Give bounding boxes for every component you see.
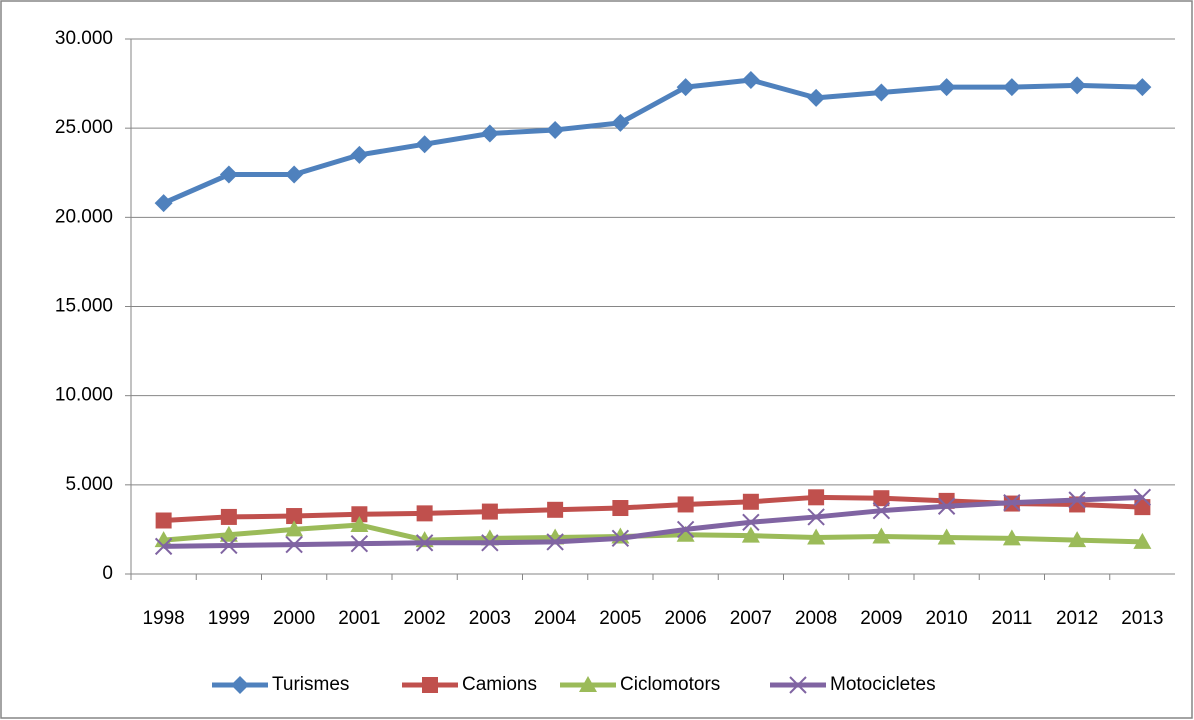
- marker: [579, 676, 597, 692]
- legend-label: Motocicletes: [830, 674, 936, 695]
- marker: [789, 676, 807, 694]
- x-tick-label: 1998: [142, 608, 184, 629]
- x-tick-label: 2000: [273, 608, 315, 629]
- marker: [937, 497, 956, 515]
- marker: [611, 529, 630, 548]
- x-tick-label: 2013: [1121, 608, 1163, 629]
- marker: [937, 78, 956, 97]
- marker: [546, 120, 565, 139]
- series-line: [163, 494, 1143, 549]
- series-line: [162, 77, 1143, 206]
- marker: [220, 508, 237, 525]
- marker: [350, 145, 369, 164]
- marker: [416, 505, 433, 522]
- marker: [546, 533, 564, 551]
- marker: [350, 534, 369, 553]
- marker: [1134, 499, 1151, 516]
- x-tick-label: 2004: [534, 608, 577, 629]
- marker: [742, 493, 759, 510]
- marker: [422, 677, 438, 693]
- marker: [285, 520, 304, 537]
- marker: [481, 503, 498, 520]
- marker: [873, 490, 890, 507]
- marker: [547, 501, 564, 518]
- marker: [872, 501, 891, 520]
- x-tick-label: 1999: [208, 608, 250, 629]
- marker: [219, 525, 238, 542]
- marker: [1003, 493, 1021, 512]
- marker: [415, 135, 434, 154]
- x-tick-label: 2003: [469, 608, 511, 629]
- legend-label: Ciclomotors: [620, 674, 720, 695]
- marker: [231, 676, 249, 694]
- marker: [285, 165, 304, 184]
- marker: [480, 124, 499, 143]
- x-tick-label: 2011: [991, 608, 1032, 629]
- marker: [937, 528, 956, 545]
- x-tick-label: 2001: [338, 608, 380, 629]
- marker: [350, 515, 369, 532]
- marker: [286, 508, 303, 525]
- x-tick-label: 2006: [664, 608, 706, 629]
- x-tick-label: 2007: [730, 608, 772, 629]
- marker: [1133, 488, 1152, 507]
- x-tick-label: 2008: [795, 608, 837, 629]
- legend-label: Camions: [462, 674, 537, 695]
- marker: [1068, 491, 1086, 509]
- x-tick-label: 2005: [599, 608, 641, 629]
- marker: [351, 506, 368, 523]
- marker: [415, 534, 434, 552]
- x-tick-label: 2009: [860, 608, 902, 629]
- marker: [220, 536, 238, 555]
- marker: [1002, 78, 1021, 97]
- marker: [742, 513, 760, 531]
- y-tick-label: 15.000: [55, 296, 113, 317]
- y-tick-label: 20.000: [55, 206, 113, 227]
- y-tick-label: 30.000: [55, 28, 113, 49]
- x-tick-label: 2012: [1056, 608, 1098, 629]
- marker: [807, 88, 826, 107]
- marker: [1133, 78, 1152, 97]
- marker: [1068, 76, 1087, 95]
- marker: [677, 496, 694, 513]
- marker: [676, 525, 695, 542]
- y-tick-label: 25.000: [55, 117, 113, 138]
- marker: [154, 537, 173, 556]
- marker: [807, 528, 826, 545]
- marker: [872, 83, 891, 102]
- marker: [612, 500, 629, 517]
- x-tick-label: 2010: [925, 608, 967, 629]
- marker: [741, 71, 760, 90]
- marker: [611, 113, 630, 132]
- marker: [1002, 529, 1021, 546]
- y-tick-label: 0: [102, 563, 113, 584]
- marker: [285, 535, 303, 554]
- marker: [219, 165, 238, 184]
- legend-label: Turismes: [272, 674, 349, 695]
- marker: [741, 526, 760, 543]
- marker: [1068, 531, 1087, 548]
- y-tick-label: 5.000: [65, 474, 113, 495]
- marker: [872, 527, 891, 544]
- marker: [676, 520, 695, 539]
- marker: [481, 534, 499, 552]
- marker: [808, 489, 825, 506]
- x-tick-label: 2002: [403, 608, 445, 629]
- y-tick-label: 10.000: [55, 385, 113, 406]
- marker: [155, 512, 172, 529]
- marker: [676, 78, 695, 97]
- marker: [807, 508, 825, 526]
- marker: [154, 194, 173, 213]
- marker: [1133, 532, 1152, 549]
